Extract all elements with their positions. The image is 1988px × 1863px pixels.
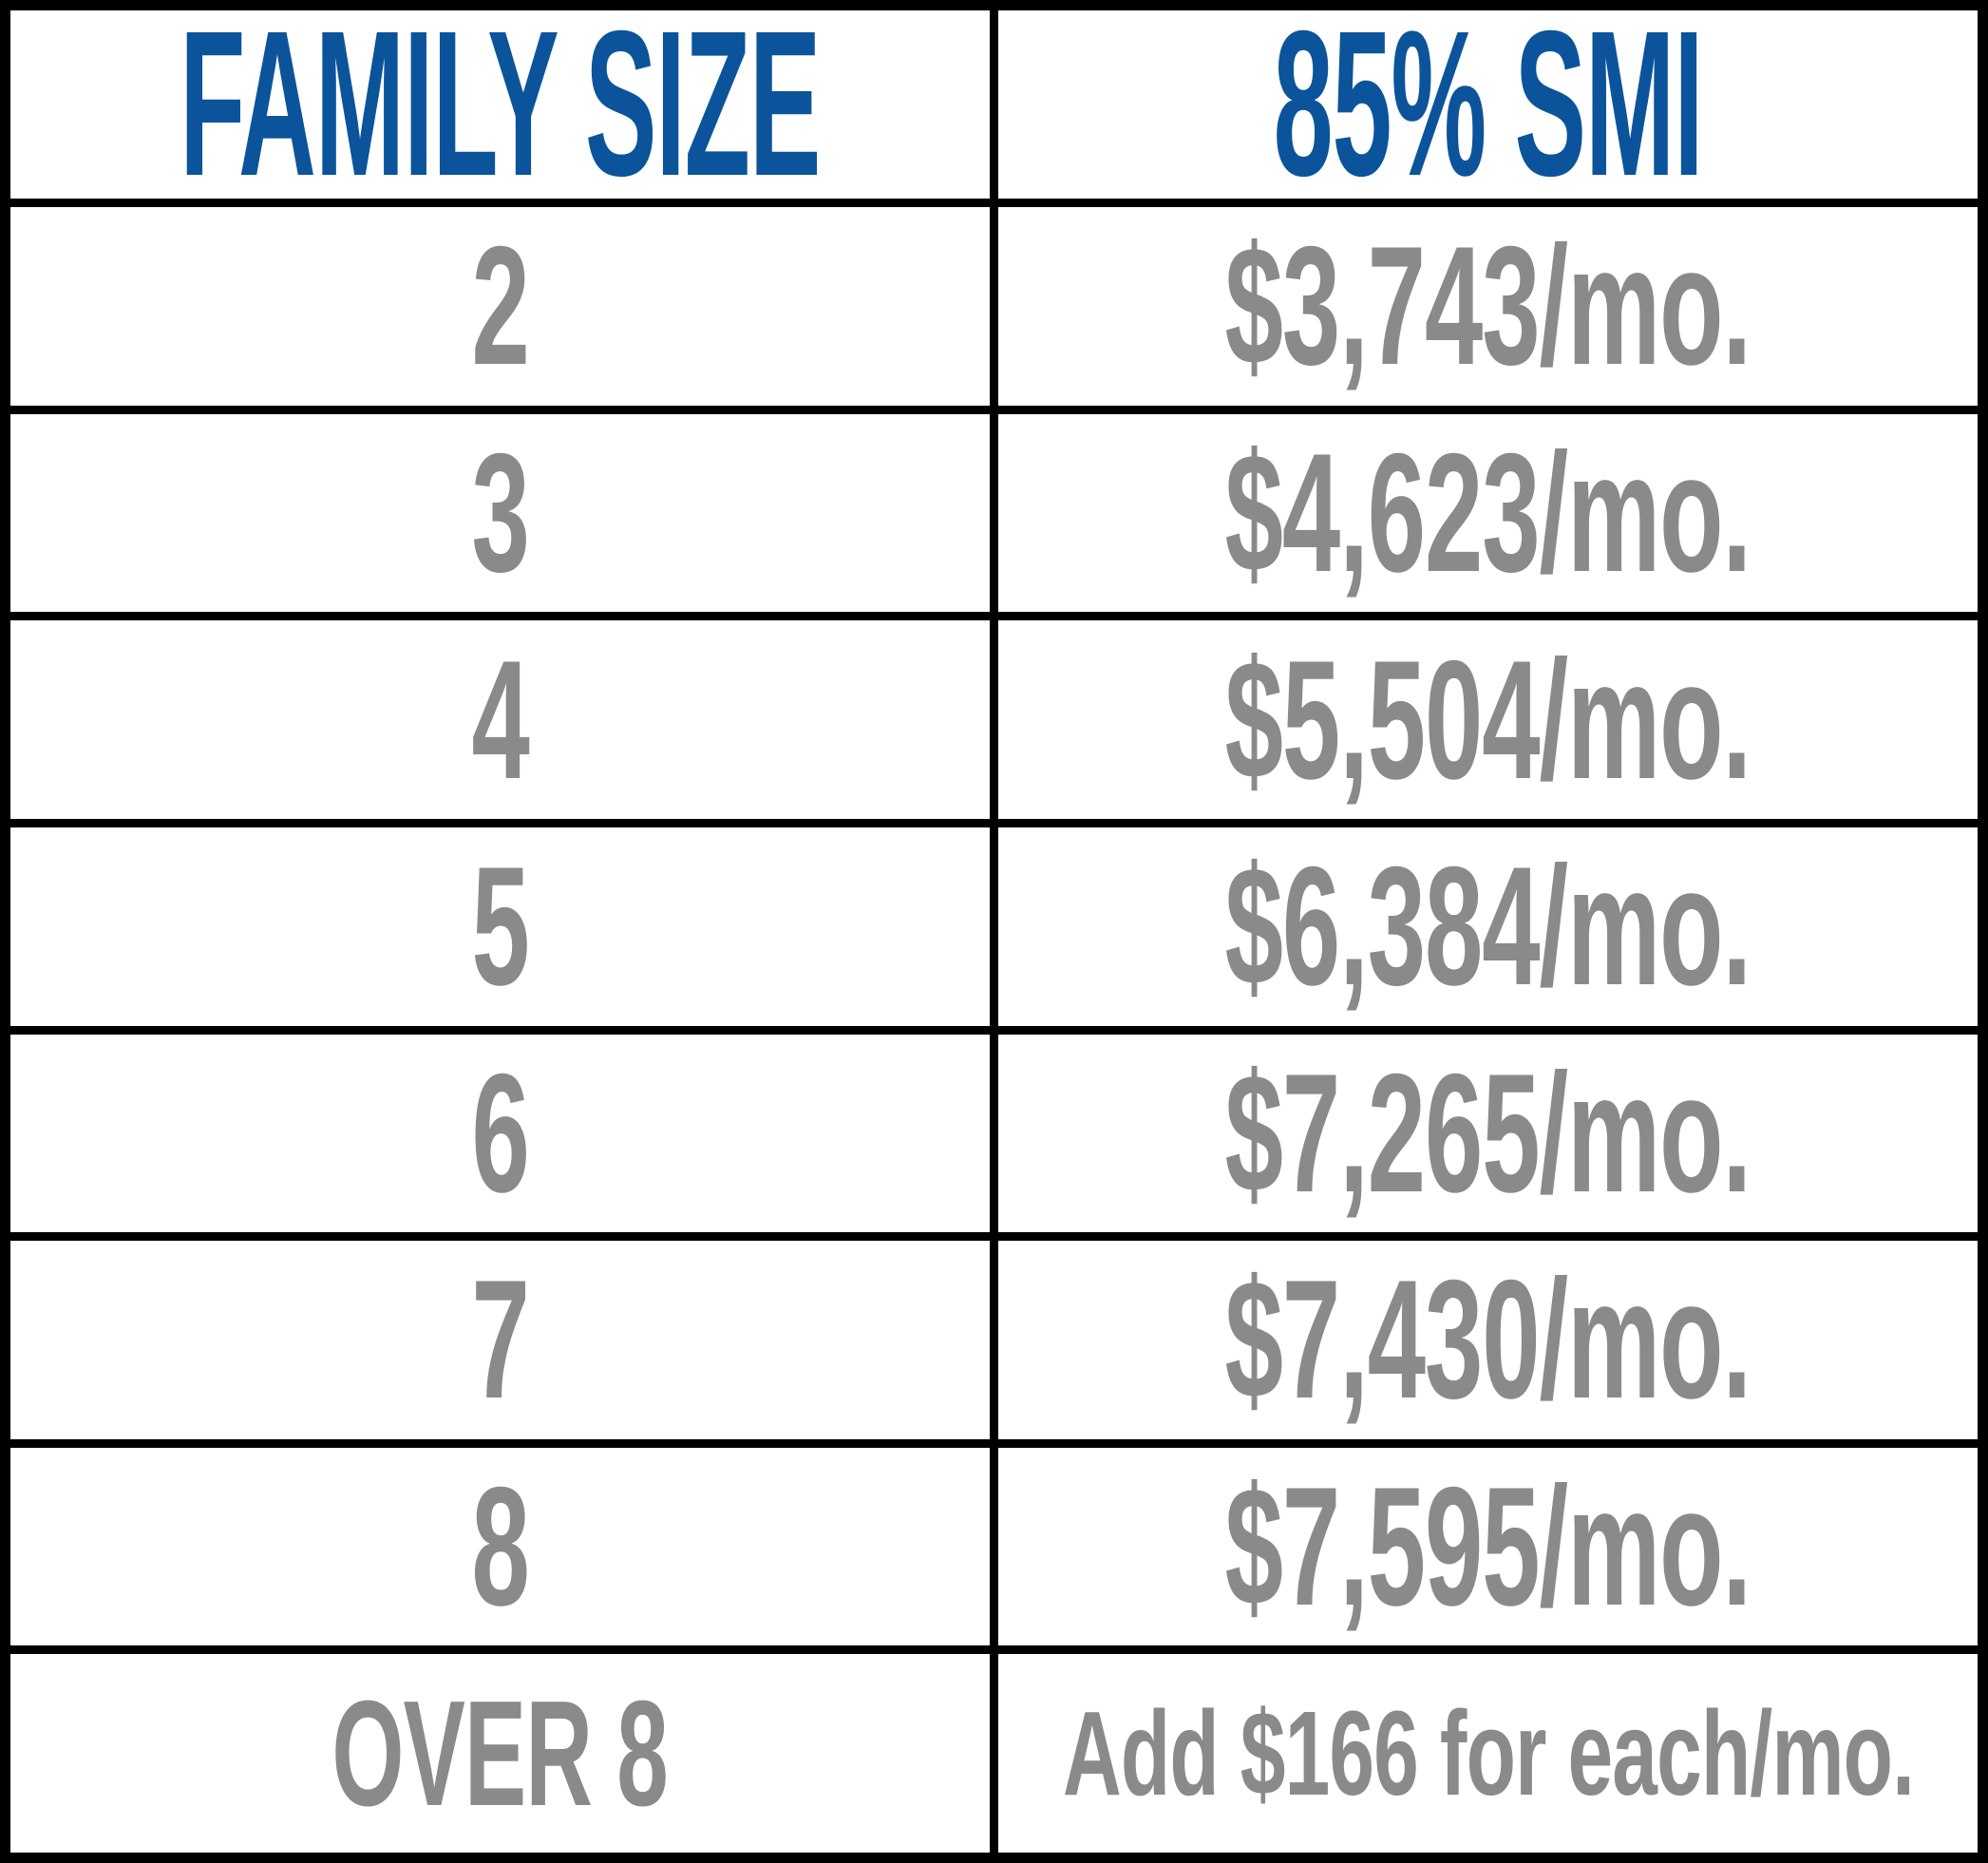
- column-header-family-size: FAMILY SIZE: [180, 0, 821, 219]
- table-row-1-smi-cell: $3,743/mo.: [998, 207, 1978, 406]
- smi-value: $3,743/mo.: [1224, 211, 1751, 401]
- column-header-smi: 85% SMI: [1273, 0, 1703, 219]
- family-size-value: 5: [471, 831, 529, 1021]
- table-row-3-smi-cell: $5,504/mo.: [998, 620, 1978, 819]
- table-row-3-family-size-cell: 4: [10, 620, 990, 819]
- family-size-value: 7: [471, 1245, 529, 1435]
- family-size-value: 8: [471, 1452, 529, 1642]
- family-size-value: 4: [471, 624, 529, 814]
- family-size-value: 2: [471, 211, 529, 401]
- table-row-2-smi-cell: $4,623/mo.: [998, 413, 1978, 613]
- table-row-6-family-size-cell: 7: [10, 1241, 990, 1439]
- table-row-7-smi-cell: $7,595/mo.: [998, 1447, 1978, 1646]
- family-size-value: 6: [471, 1037, 529, 1227]
- table-row-7-family-size-cell: 8: [10, 1447, 990, 1646]
- smi-value: $5,504/mo.: [1224, 624, 1751, 814]
- smi-value: $7,595/mo.: [1224, 1452, 1751, 1642]
- smi-value: $7,430/mo.: [1224, 1245, 1751, 1435]
- table-row-2-family-size-cell: 3: [10, 413, 990, 613]
- smi-value: Add $166 for each/mo.: [1062, 1685, 1914, 1820]
- table-row-8-smi-cell: Add $166 for each/mo.: [998, 1654, 1978, 1853]
- header-cell-smi: 85% SMI: [998, 1, 1978, 208]
- family-size-value: 3: [471, 417, 529, 607]
- table-row-4-smi-cell: $6,384/mo.: [998, 827, 1978, 1026]
- smi-value: $7,265/mo.: [1224, 1037, 1751, 1227]
- table-row-1-family-size-cell: 2: [10, 207, 990, 406]
- table-row-5-smi-cell: $7,265/mo.: [998, 1034, 1978, 1233]
- smi-value: $4,623/mo.: [1224, 417, 1751, 607]
- table-row-5-family-size-cell: 6: [10, 1034, 990, 1233]
- table-row-4-family-size-cell: 5: [10, 827, 990, 1026]
- table-row-8-family-size-cell: OVER 8: [10, 1654, 990, 1853]
- table-row-6-smi-cell: $7,430/mo.: [998, 1241, 1978, 1439]
- smi-value: $6,384/mo.: [1224, 831, 1751, 1021]
- header-cell-family-size: FAMILY SIZE: [10, 1, 990, 208]
- family-size-value: OVER 8: [331, 1669, 669, 1837]
